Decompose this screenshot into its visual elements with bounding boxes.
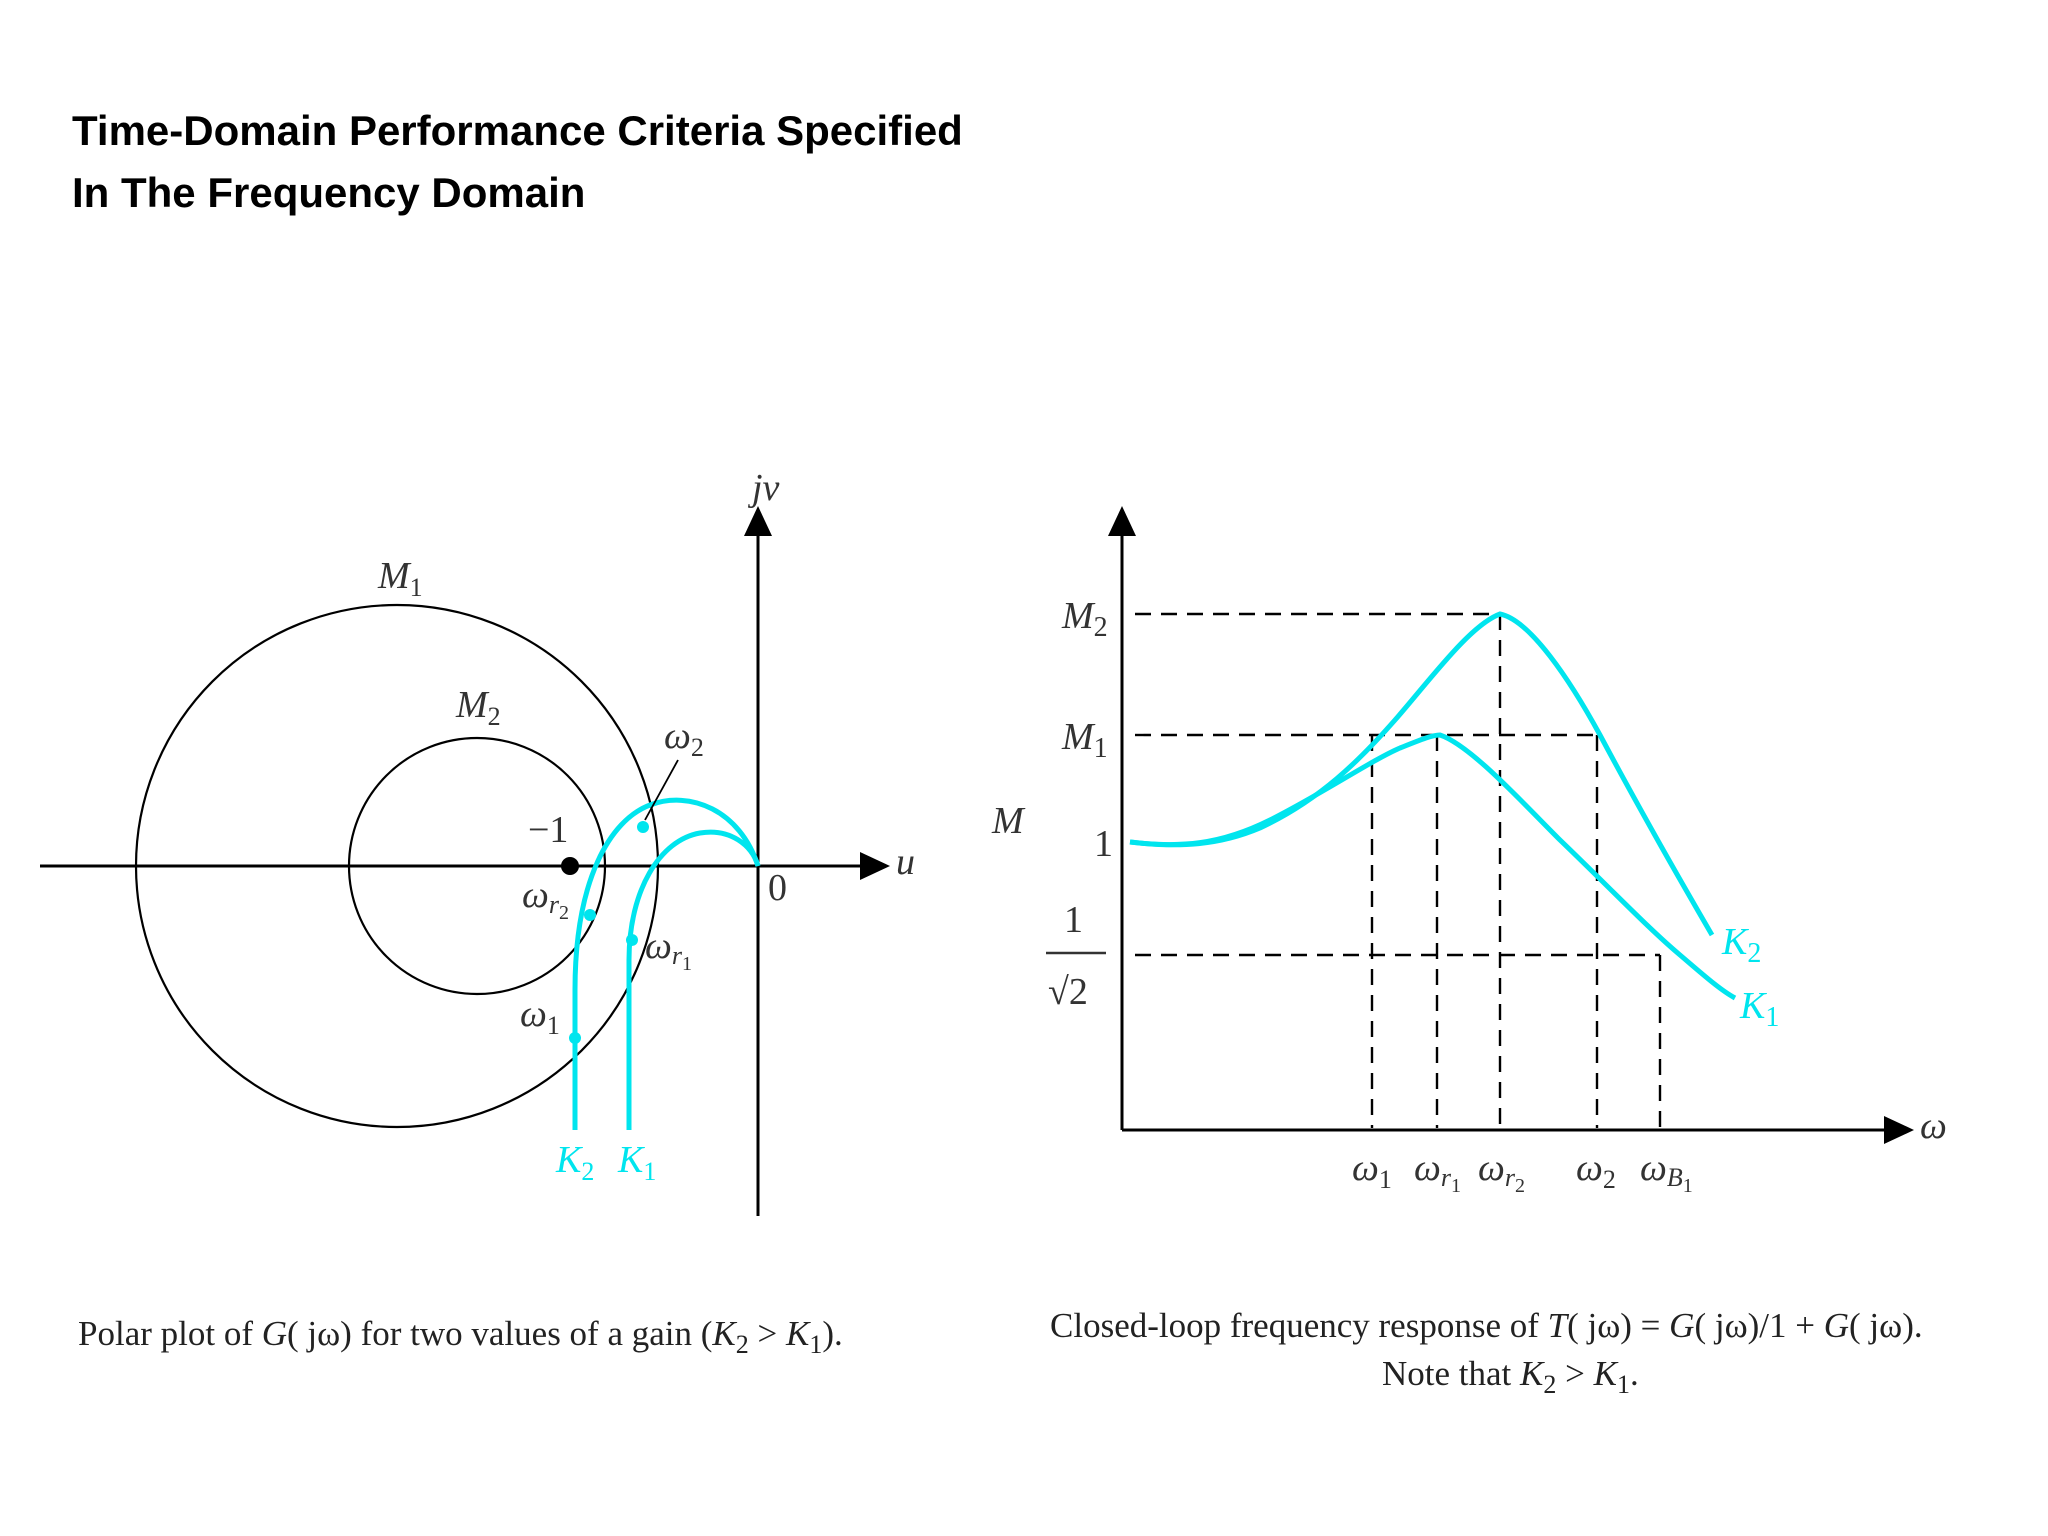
w1-label: ω1 [520,993,560,1040]
m1-circle-label: M1 [377,555,423,602]
tick-wb1-label: ωB1 [1640,1147,1693,1197]
tick-w2-label: ω2 [1576,1147,1616,1194]
freq-m-label: M [991,800,1026,842]
k2-freq-curve [1129,611,1715,937]
polar-origin-label: 0 [768,867,787,909]
freq-w-label: ω [1920,1105,1947,1147]
w2-label: ω2 [664,715,704,762]
wr2-point [584,909,596,921]
m1-circle [134,603,660,1129]
title-line-2: In The Frequency Domain [72,169,586,216]
polar-jv-label: jv [747,467,780,509]
page-title: Time-Domain Performance Criteria Specifi… [72,100,1272,224]
k2-polar-curve [572,797,761,1130]
polar-u-arrow-icon [860,852,890,880]
title-line-1: Time-Domain Performance Criteria Specifi… [72,107,963,154]
k2-freq-label: K2 [1721,921,1761,969]
m2-circle [347,736,607,996]
wr1-point [626,934,638,946]
frac-denominator: √2 [1048,971,1088,1013]
polar-plot: jv u 0 −1 M1 M2 ω2 ωr2 ωr1 ω1 K2 K1 Pola… [40,467,915,1359]
frac-numerator: 1 [1064,899,1083,941]
freq-caption-line-2: Note that K2 > K1. [1382,1354,1639,1399]
one-tick-label: 1 [1094,823,1113,865]
dashed-guides [1135,612,1662,1128]
freq-m-arrow-icon [1108,506,1136,536]
w2-leader [644,759,679,821]
w1-point [569,1032,581,1044]
tick-wr2-label: ωr2 [1478,1147,1525,1197]
frequency-response-plot: M ω M2 M1 1 1 √2 ω1 ωr1 ωr2 ω2 ωB1 K2 K1… [991,506,1947,1399]
freq-w-arrow-icon [1884,1116,1914,1144]
m1-tick-label: M1 [1061,716,1108,764]
k1-freq-curve [1129,732,1737,1001]
polar-caption: Polar plot of G( jω) for two values of a… [78,1314,843,1359]
tick-w1-label: ω1 [1352,1147,1392,1194]
k2-polar-label: K2 [555,1139,594,1186]
tick-wr1-label: ωr1 [1414,1147,1461,1197]
wr2-label: ωr2 [522,874,569,924]
k1-polar-curve [626,829,761,1130]
k1-polar-label: K1 [617,1139,656,1186]
wr1-label: ωr1 [645,925,692,975]
m2-tick-label: M2 [1061,595,1108,643]
minus-one-point [561,857,579,875]
m2-circle-label: M2 [455,684,501,731]
minus-one-label: −1 [528,809,568,851]
polar-u-label: u [896,841,915,883]
freq-caption-line-1: Closed-loop frequency response of T( jω)… [1050,1306,1923,1345]
w2-point [637,821,649,833]
k1-freq-label: K1 [1739,985,1779,1033]
polar-jv-arrow-icon [744,506,772,536]
